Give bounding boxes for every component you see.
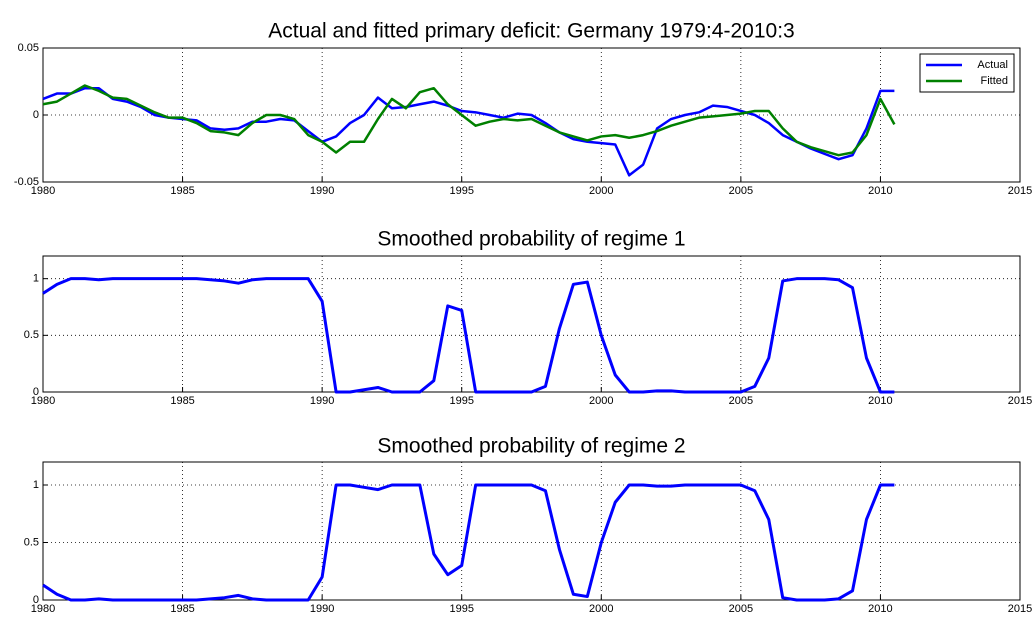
y-tick-label: 0.5: [24, 536, 39, 548]
x-tick-label: 2015: [1008, 603, 1032, 615]
data-line: [42, 84, 896, 157]
y-tick-label: -0.05: [14, 176, 39, 188]
plot-area: [43, 462, 1020, 600]
x-tick-label: 1985: [170, 185, 194, 197]
data-line: [42, 277, 895, 394]
x-tick-label: 2015: [1008, 185, 1032, 197]
x-tick-label: 2010: [868, 603, 892, 615]
x-tick-label: 1995: [449, 185, 473, 197]
y-tick-label: 0: [33, 386, 39, 398]
legend-label: Fitted: [980, 75, 1008, 87]
x-tick-label: 1980: [31, 395, 55, 407]
x-tick-label: 1985: [170, 603, 194, 615]
y-tick-label: 0: [33, 594, 39, 606]
y-tick-label: 1: [33, 479, 39, 491]
x-tick-label: 2010: [868, 395, 892, 407]
x-tick-label: 2010: [868, 185, 892, 197]
axes-box: [42, 47, 1021, 183]
chart-title: Smoothed probability of regime 1: [377, 228, 685, 251]
legend-label: Actual: [977, 59, 1008, 71]
x-tick-label: 1995: [449, 395, 473, 407]
x-tick-label: 2000: [589, 395, 613, 407]
x-tick-label: 1990: [310, 395, 334, 407]
x-tick-label: 1980: [31, 603, 55, 615]
y-tick-label: 0.5: [24, 329, 39, 341]
legend-box: [919, 53, 1015, 93]
axes-box: [42, 461, 1021, 601]
x-tick-label: 1985: [170, 395, 194, 407]
chart-title: Actual and fitted primary deficit: Germa…: [268, 20, 794, 43]
x-tick-label: 2000: [589, 185, 613, 197]
x-tick-label: 1990: [310, 603, 334, 615]
y-tick-label: 0: [33, 109, 39, 121]
chart-title: Smoothed probability of regime 2: [377, 435, 685, 458]
y-tick-label: 1: [33, 273, 39, 285]
x-tick-label: 2000: [589, 603, 613, 615]
x-tick-label: 2015: [1008, 395, 1032, 407]
y-tick-label: 0.05: [18, 42, 39, 54]
x-tick-label: 1990: [310, 185, 334, 197]
x-tick-label: 1995: [449, 603, 473, 615]
data-line: [42, 483, 895, 602]
x-tick-label: 1980: [31, 185, 55, 197]
x-tick-label: 2005: [729, 185, 753, 197]
x-tick-label: 2005: [729, 603, 753, 615]
x-tick-label: 2005: [729, 395, 753, 407]
